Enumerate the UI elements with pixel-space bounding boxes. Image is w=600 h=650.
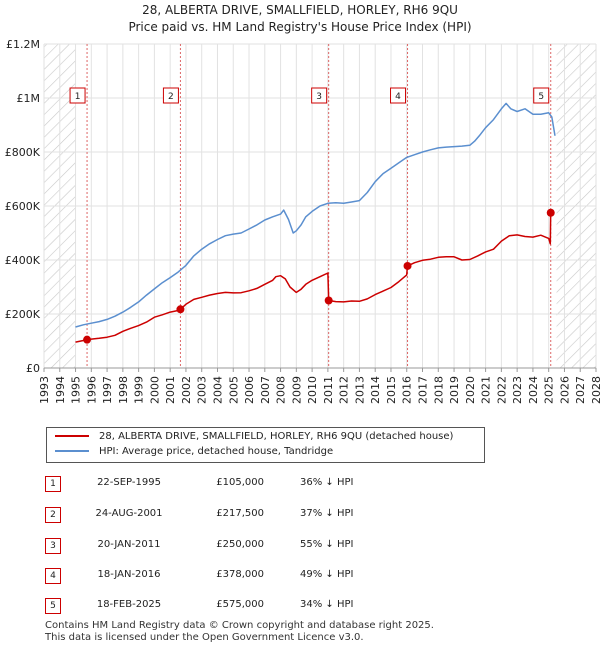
sale-date: 20-JAN-2011 bbox=[97, 539, 161, 550]
sale-date: 22-SEP-1995 bbox=[97, 477, 161, 488]
sale-badge-box bbox=[162, 87, 179, 104]
x-tick-label: 1993 bbox=[38, 376, 51, 404]
sale-row: 2 24-AUG-2001 £217,500 37% ↓ HPI bbox=[0, 505, 600, 535]
x-tick-label: 2004 bbox=[211, 376, 224, 404]
x-tick-label: 2000 bbox=[148, 376, 161, 404]
sale-point bbox=[83, 335, 92, 344]
x-tick-label: 2017 bbox=[417, 376, 430, 404]
sale-number-badge: 1 bbox=[45, 476, 61, 492]
sale-hpi-diff: 55% ↓ HPI bbox=[300, 539, 354, 550]
x-tick-label: 2022 bbox=[495, 376, 508, 404]
x-tick-label: 1994 bbox=[54, 376, 67, 404]
sale-price: £575,000 bbox=[216, 599, 264, 610]
x-tick-label: 2016 bbox=[401, 376, 414, 404]
y-tick-label: £0 bbox=[26, 362, 40, 375]
legend-label-hpi: HPI: Average price, detached house, Tand… bbox=[99, 446, 334, 457]
chart-subtitle: Price paid vs. HM Land Registry's House … bbox=[128, 20, 472, 34]
x-tick-label: 1998 bbox=[117, 376, 130, 404]
x-tick-label: 2005 bbox=[227, 376, 240, 404]
sale-price: £217,500 bbox=[216, 508, 264, 519]
legend: 28, ALBERTA DRIVE, SMALLFIELD, HORLEY, R… bbox=[46, 427, 485, 463]
sale-hpi-diff: 37% ↓ HPI bbox=[300, 508, 354, 519]
series-line-property bbox=[75, 209, 554, 343]
sale-hpi-diff: 34% ↓ HPI bbox=[300, 599, 354, 610]
footer: Contains HM Land Registry data © Crown c… bbox=[45, 620, 434, 644]
sale-badge-number: 1 bbox=[75, 92, 81, 102]
x-tick-label: 2028 bbox=[590, 376, 600, 404]
x-tick-label: 2025 bbox=[543, 376, 556, 404]
x-tick-label: 1997 bbox=[101, 376, 114, 404]
x-tick-label: 2015 bbox=[385, 376, 398, 404]
sale-number-badge: 3 bbox=[45, 538, 61, 554]
sale-point bbox=[176, 305, 185, 314]
x-tick-label: 2019 bbox=[448, 376, 461, 404]
legend-item-property: 28, ALBERTA DRIVE, SMALLFIELD, HORLEY, R… bbox=[55, 430, 453, 444]
x-tick-label: 2018 bbox=[432, 376, 445, 404]
x-tick-label: 2026 bbox=[558, 376, 571, 404]
x-tick-label: 1996 bbox=[85, 376, 98, 404]
x-tick-label: 1999 bbox=[133, 376, 146, 404]
legend-swatch-property bbox=[55, 435, 89, 437]
x-tick-label: 2014 bbox=[369, 376, 382, 404]
sale-badge-number: 2 bbox=[168, 92, 174, 102]
sale-point bbox=[324, 296, 333, 305]
footer-copyright: Contains HM Land Registry data © Crown c… bbox=[45, 620, 434, 631]
footer-licence: This data is licensed under the Open Gov… bbox=[45, 632, 364, 643]
sale-row: 3 20-JAN-2011 £250,000 55% ↓ HPI bbox=[0, 536, 600, 566]
sale-badge-number: 4 bbox=[395, 92, 401, 102]
legend-swatch-hpi bbox=[55, 450, 89, 452]
legend-label-property: 28, ALBERTA DRIVE, SMALLFIELD, HORLEY, R… bbox=[99, 431, 454, 442]
x-tick-label: 2007 bbox=[259, 376, 272, 404]
sale-badge-box bbox=[311, 87, 328, 104]
x-tick-label: 2012 bbox=[338, 376, 351, 404]
y-tick-label: £200K bbox=[5, 308, 41, 321]
sale-date: 24-AUG-2001 bbox=[95, 508, 163, 519]
sale-number-badge: 4 bbox=[45, 568, 61, 584]
sale-badge-box bbox=[69, 87, 86, 104]
sale-number-badge: 5 bbox=[45, 598, 61, 614]
sale-hpi-diff: 36% ↓ HPI bbox=[300, 477, 354, 488]
y-tick-label: £800K bbox=[5, 146, 41, 159]
y-tick-label: £400K bbox=[5, 254, 41, 267]
sale-date: 18-FEB-2025 bbox=[96, 599, 162, 610]
sale-number-badge: 2 bbox=[45, 507, 61, 523]
chart-title: 28, ALBERTA DRIVE, SMALLFIELD, HORLEY, R… bbox=[142, 3, 458, 17]
x-tick-label: 2013 bbox=[353, 376, 366, 404]
sale-badge-number: 3 bbox=[316, 92, 322, 102]
y-tick-label: £1.2M bbox=[6, 38, 40, 51]
sale-price: £250,000 bbox=[216, 539, 264, 550]
x-tick-label: 2009 bbox=[290, 376, 303, 404]
x-tick-label: 2024 bbox=[527, 376, 540, 404]
sale-point bbox=[403, 261, 412, 270]
x-tick-label: 2020 bbox=[464, 376, 477, 404]
y-tick-label: £600K bbox=[5, 200, 41, 213]
sale-row: 5 18-FEB-2025 £575,000 34% ↓ HPI bbox=[0, 596, 600, 626]
sale-row: 1 22-SEP-1995 £105,000 36% ↓ HPI bbox=[0, 474, 600, 504]
y-tick-label: £1M bbox=[17, 92, 41, 105]
x-tick-label: 2010 bbox=[306, 376, 319, 404]
sale-point bbox=[546, 208, 555, 217]
sale-badge-number: 5 bbox=[538, 92, 544, 102]
sale-badge-box bbox=[533, 87, 550, 104]
legend-item-hpi: HPI: Average price, detached house, Tand… bbox=[55, 445, 333, 459]
x-tick-label: 2008 bbox=[275, 376, 288, 404]
sale-date: 18-JAN-2016 bbox=[97, 569, 161, 580]
x-tick-label: 1995 bbox=[70, 376, 83, 404]
sale-price: £105,000 bbox=[216, 477, 264, 488]
x-tick-label: 2023 bbox=[511, 376, 524, 404]
sale-price: £378,000 bbox=[216, 569, 264, 580]
sale-hpi-diff: 49% ↓ HPI bbox=[300, 569, 354, 580]
x-tick-label: 2001 bbox=[164, 376, 177, 404]
x-tick-label: 2011 bbox=[322, 376, 335, 404]
x-tick-label: 2002 bbox=[180, 376, 193, 404]
x-tick-label: 2003 bbox=[196, 376, 209, 404]
x-tick-label: 2027 bbox=[574, 376, 587, 404]
x-tick-label: 2021 bbox=[480, 376, 493, 404]
sale-badge-box bbox=[390, 87, 407, 104]
sale-row: 4 18-JAN-2016 £378,000 49% ↓ HPI bbox=[0, 566, 600, 596]
series-line-hpi bbox=[75, 102, 556, 328]
x-tick-label: 2006 bbox=[243, 376, 256, 404]
